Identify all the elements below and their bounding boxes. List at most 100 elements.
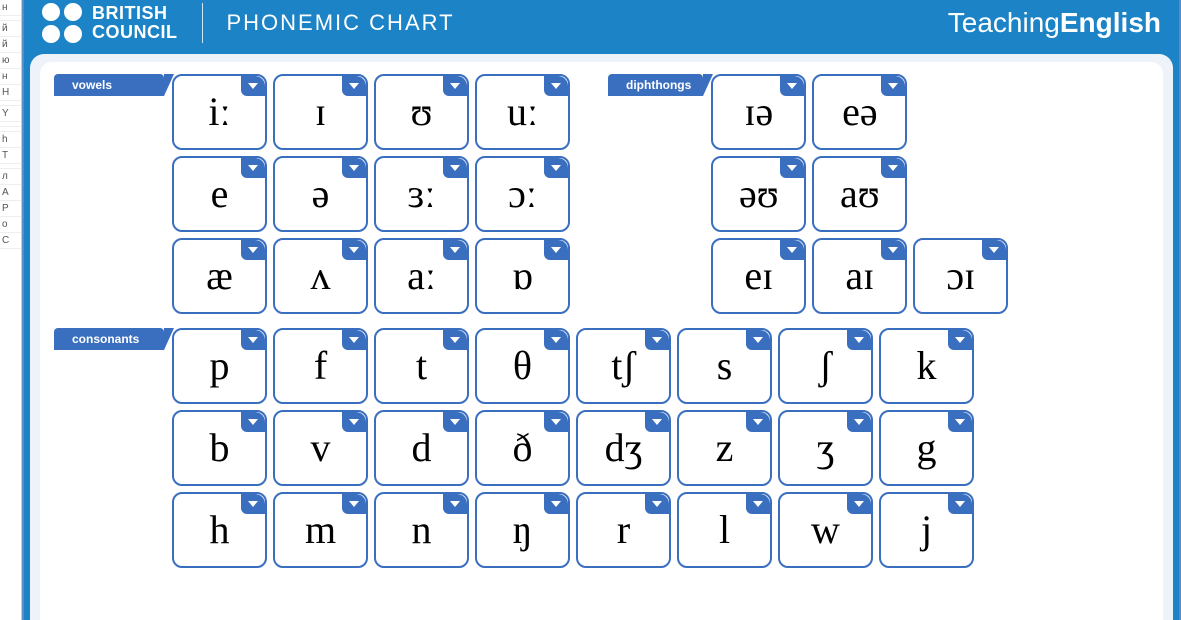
dropdown-corner-icon[interactable] [342, 76, 366, 96]
phoneme-cell-ʊ[interactable]: ʊ [374, 74, 469, 150]
phoneme-cell-ð[interactable]: ð [475, 410, 570, 486]
dropdown-corner-icon[interactable] [948, 330, 972, 350]
phoneme-cell-e[interactable]: e [172, 156, 267, 232]
dropdown-corner-icon[interactable] [881, 76, 905, 96]
dropdown-corner-icon[interactable] [241, 76, 265, 96]
phoneme-cell-ə[interactable]: ə [273, 156, 368, 232]
phoneme-cell-ɔɪ[interactable]: ɔɪ [913, 238, 1008, 314]
phoneme-cell-m[interactable]: m [273, 492, 368, 568]
phoneme-cell-v[interactable]: v [273, 410, 368, 486]
dropdown-corner-icon[interactable] [241, 412, 265, 432]
phoneme-cell-l[interactable]: l [677, 492, 772, 568]
dropdown-corner-icon[interactable] [780, 76, 804, 96]
phoneme-cell-æ[interactable]: æ [172, 238, 267, 314]
sidebar-fragment: н [0, 69, 21, 85]
phoneme-cell-g[interactable]: g [879, 410, 974, 486]
dropdown-corner-icon[interactable] [847, 330, 871, 350]
phoneme-cell-ɪ[interactable]: ɪ [273, 74, 368, 150]
dropdown-corner-icon[interactable] [544, 76, 568, 96]
phoneme-cell-t[interactable]: t [374, 328, 469, 404]
phoneme-cell-aʊ[interactable]: aʊ [812, 156, 907, 232]
dropdown-corner-icon[interactable] [241, 240, 265, 260]
dropdown-corner-icon[interactable] [342, 494, 366, 514]
phoneme-cell-d[interactable]: d [374, 410, 469, 486]
vowels-grid: iːɪʊuː e ə ɜːɔː æʌaːɒ [172, 74, 570, 314]
phoneme-cell-dʒ[interactable]: dʒ [576, 410, 671, 486]
phoneme-symbol: e [211, 174, 229, 214]
phoneme-cell-ɔː[interactable]: ɔː [475, 156, 570, 232]
dropdown-corner-icon[interactable] [780, 158, 804, 178]
dropdown-corner-icon[interactable] [241, 330, 265, 350]
dropdown-corner-icon[interactable] [443, 240, 467, 260]
phoneme-cell-ɪə[interactable]: ɪə [711, 74, 806, 150]
phoneme-cell-aː[interactable]: aː [374, 238, 469, 314]
dropdown-corner-icon[interactable] [881, 240, 905, 260]
dropdown-corner-icon[interactable] [746, 330, 770, 350]
dropdown-corner-icon[interactable] [544, 240, 568, 260]
phoneme-symbol: aʊ [840, 174, 880, 214]
dropdown-corner-icon[interactable] [948, 494, 972, 514]
phoneme-cell-p[interactable]: p [172, 328, 267, 404]
phoneme-cell-s[interactable]: s [677, 328, 772, 404]
phoneme-cell-ʌ[interactable]: ʌ [273, 238, 368, 314]
dropdown-corner-icon[interactable] [881, 158, 905, 178]
phoneme-symbol: ð [513, 428, 533, 468]
dropdown-corner-icon[interactable] [544, 412, 568, 432]
dropdown-corner-icon[interactable] [847, 412, 871, 432]
phoneme-cell-aɪ[interactable]: aɪ [812, 238, 907, 314]
phoneme-cell-ɒ[interactable]: ɒ [475, 238, 570, 314]
dropdown-corner-icon[interactable] [443, 330, 467, 350]
dropdown-corner-icon[interactable] [443, 158, 467, 178]
phonemic-chart-app: BRITISH COUNCIL PHONEMIC CHART TeachingE… [22, 0, 1181, 620]
phoneme-cell-ʃ[interactable]: ʃ [778, 328, 873, 404]
phoneme-cell-w[interactable]: w [778, 492, 873, 568]
phoneme-symbol: ə [312, 174, 330, 214]
dropdown-corner-icon[interactable] [342, 412, 366, 432]
dropdown-corner-icon[interactable] [746, 494, 770, 514]
dropdown-corner-icon[interactable] [342, 158, 366, 178]
phoneme-cell-f[interactable]: f [273, 328, 368, 404]
phoneme-cell-əʊ[interactable]: əʊ [711, 156, 806, 232]
phoneme-cell-ɜː[interactable]: ɜː [374, 156, 469, 232]
dropdown-corner-icon[interactable] [948, 412, 972, 432]
dropdown-corner-icon[interactable] [544, 330, 568, 350]
dropdown-corner-icon[interactable] [746, 412, 770, 432]
dropdown-corner-icon[interactable] [645, 330, 669, 350]
phoneme-cell-ŋ[interactable]: ŋ [475, 492, 570, 568]
dropdown-corner-icon[interactable] [342, 240, 366, 260]
phoneme-cell-eɪ[interactable]: eɪ [711, 238, 806, 314]
phoneme-cell-z[interactable]: z [677, 410, 772, 486]
sidebar-fragment: ю [0, 53, 21, 69]
phoneme-cell-r[interactable]: r [576, 492, 671, 568]
dropdown-corner-icon[interactable] [847, 494, 871, 514]
phoneme-cell-ʒ[interactable]: ʒ [778, 410, 873, 486]
phoneme-cell-eə[interactable]: eə [812, 74, 907, 150]
dropdown-corner-icon[interactable] [645, 494, 669, 514]
phoneme-symbol: l [719, 510, 730, 550]
phoneme-cell-b[interactable]: b [172, 410, 267, 486]
dropdown-corner-icon[interactable] [544, 158, 568, 178]
dropdown-corner-icon[interactable] [443, 412, 467, 432]
phoneme-symbol: h [210, 510, 230, 550]
dropdown-corner-icon[interactable] [982, 240, 1006, 260]
dropdown-corner-icon[interactable] [443, 494, 467, 514]
phoneme-symbol: dʒ [605, 428, 643, 468]
phoneme-cell-k[interactable]: k [879, 328, 974, 404]
dropdown-corner-icon[interactable] [241, 494, 265, 514]
phoneme-cell-iː[interactable]: iː [172, 74, 267, 150]
phoneme-cell-n[interactable]: n [374, 492, 469, 568]
dropdown-corner-icon[interactable] [544, 494, 568, 514]
dropdown-corner-icon[interactable] [241, 158, 265, 178]
dropdown-corner-icon[interactable] [342, 330, 366, 350]
phoneme-cell-uː[interactable]: uː [475, 74, 570, 150]
british-council-logo: BRITISH COUNCIL [42, 3, 178, 43]
phoneme-cell-h[interactable]: h [172, 492, 267, 568]
dropdown-corner-icon[interactable] [443, 76, 467, 96]
chart-inner: vowels iːɪʊuːeəɜːɔːæʌaːɒ diphthongs ɪəeə… [40, 62, 1163, 620]
phoneme-cell-tʃ[interactable]: tʃ [576, 328, 671, 404]
phoneme-cell-θ[interactable]: θ [475, 328, 570, 404]
dropdown-corner-icon[interactable] [645, 412, 669, 432]
phoneme-symbol: tʃ [611, 346, 635, 386]
phoneme-cell-j[interactable]: j [879, 492, 974, 568]
dropdown-corner-icon[interactable] [780, 240, 804, 260]
